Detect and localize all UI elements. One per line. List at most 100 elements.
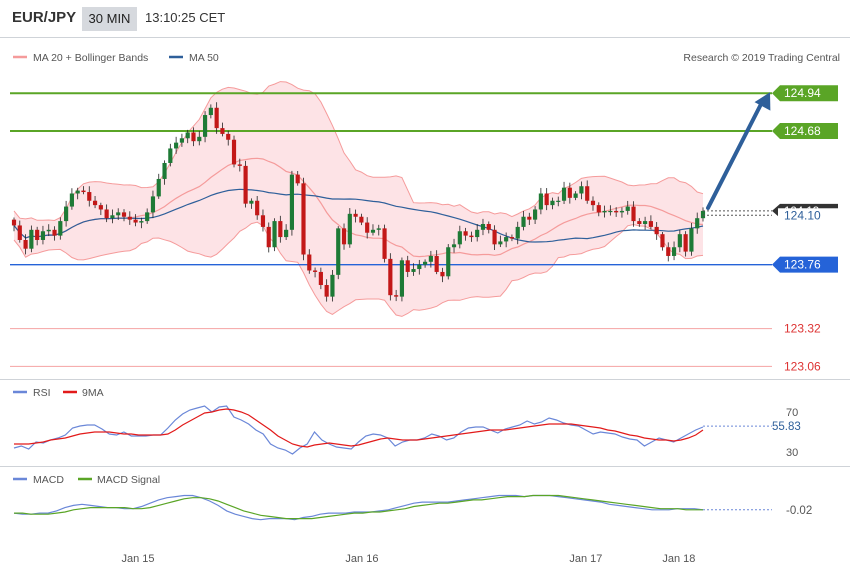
candle-body — [324, 285, 329, 297]
candle-body — [272, 221, 277, 248]
candle-body — [480, 224, 486, 230]
candle-body — [509, 237, 515, 239]
candle-body — [284, 229, 289, 238]
price-level-tag-2 — [772, 256, 838, 273]
candle-body — [538, 193, 543, 210]
rsi-tick-label-70: 70 — [786, 407, 798, 419]
rsi-series-1 — [14, 408, 704, 448]
candle-body — [174, 142, 179, 149]
candle-body — [446, 247, 451, 277]
candle-body — [220, 128, 225, 134]
candle-body — [614, 210, 619, 213]
candle-body — [11, 219, 17, 226]
candle-body — [631, 206, 636, 222]
candle-body — [370, 229, 376, 233]
candle-body — [643, 221, 648, 224]
candle-body — [307, 254, 312, 271]
candle-body — [127, 216, 132, 220]
candle-body — [434, 255, 439, 272]
candle-body — [301, 183, 306, 255]
candle-body — [463, 231, 468, 236]
candle-body — [52, 229, 57, 236]
target-arrow-head — [754, 92, 771, 111]
candle-body — [619, 210, 625, 213]
macd-panel: -0.02 — [13, 494, 812, 521]
candle-body — [608, 210, 613, 213]
candle-body — [98, 205, 103, 210]
rsi-ma-legend-label: 9MA — [82, 387, 104, 399]
candle-body — [521, 216, 526, 227]
candle-body — [585, 186, 590, 201]
bollinger-upper-line — [13, 81, 704, 222]
candle-body — [689, 228, 694, 252]
candle-body — [145, 212, 150, 222]
price-level-tag-1 — [772, 123, 838, 140]
main-legend: MA 20 + Bollinger Bands MA 50 Research ©… — [13, 52, 840, 64]
instrument-title: EUR/JPY — [12, 9, 77, 26]
candle-body — [197, 136, 202, 142]
candle-body — [411, 269, 416, 272]
candle-body — [168, 148, 173, 163]
last-price-label: 124.10 — [784, 208, 821, 222]
candle-body — [590, 200, 596, 206]
candle-body — [81, 190, 86, 193]
candle-body — [202, 115, 208, 137]
candle-body — [417, 264, 422, 270]
candle-body — [596, 205, 601, 213]
candle-body — [191, 132, 196, 142]
macd-legend-label: MACD — [33, 474, 64, 486]
candle-body — [683, 234, 688, 252]
candle-body — [422, 261, 428, 265]
candle-body — [533, 209, 538, 220]
candle-body — [671, 247, 677, 256]
last-price-tag — [778, 208, 838, 223]
candle-body — [382, 228, 387, 259]
candle-body — [365, 222, 370, 233]
x-tick-label-1: Jan 16 — [345, 553, 378, 565]
timestamp: 13:10:25 CET — [145, 10, 226, 25]
candle-body — [695, 218, 700, 229]
candle-body — [185, 132, 190, 139]
candle-body — [353, 213, 358, 217]
price-panel: 124.94124.68123.76123.32123.06124.13124.… — [10, 81, 838, 373]
candle-body — [666, 247, 671, 256]
candle-body — [527, 216, 532, 220]
candle-body — [428, 255, 433, 262]
price-level-label-0: 124.94 — [784, 86, 821, 100]
candle-body — [330, 274, 335, 297]
candle-body — [162, 162, 167, 179]
candle-body — [700, 210, 706, 219]
candle-body — [133, 219, 138, 223]
candle-body — [156, 178, 161, 197]
candle-body — [498, 241, 503, 245]
candle-body — [648, 221, 653, 227]
candle-body — [336, 228, 341, 275]
candle-body — [544, 193, 549, 206]
x-tick-label-2: Jan 17 — [569, 553, 602, 565]
candle-body — [457, 231, 462, 245]
price-level-label-2: 123.76 — [784, 258, 821, 272]
candle-body — [312, 270, 318, 272]
chart-header: EUR/JPY 30 MIN 13:10:25 CET — [0, 0, 850, 38]
candle-body — [399, 260, 405, 297]
candle-body — [150, 196, 156, 213]
candle-body — [58, 221, 63, 236]
rsi-last-label: 55.83 — [772, 421, 801, 433]
candle-body — [231, 139, 237, 165]
candle-body — [486, 224, 491, 230]
timeframe-badge[interactable]: 30 MIN — [82, 7, 137, 31]
candle-body — [394, 295, 399, 297]
candle-body — [226, 133, 231, 140]
candle-body — [69, 193, 74, 207]
candle-body — [208, 107, 213, 116]
rsi-series-0 — [13, 405, 704, 455]
candle-body — [295, 174, 300, 184]
candle-body — [440, 271, 445, 277]
candle-body — [567, 187, 572, 198]
candle-body — [388, 258, 393, 296]
copyright-text: Research © 2019 Trading Central — [683, 52, 840, 64]
price-level-label-3: 123.32 — [784, 322, 821, 336]
candle-body — [40, 231, 46, 240]
candle-body — [561, 187, 567, 201]
candle-body — [35, 229, 40, 240]
